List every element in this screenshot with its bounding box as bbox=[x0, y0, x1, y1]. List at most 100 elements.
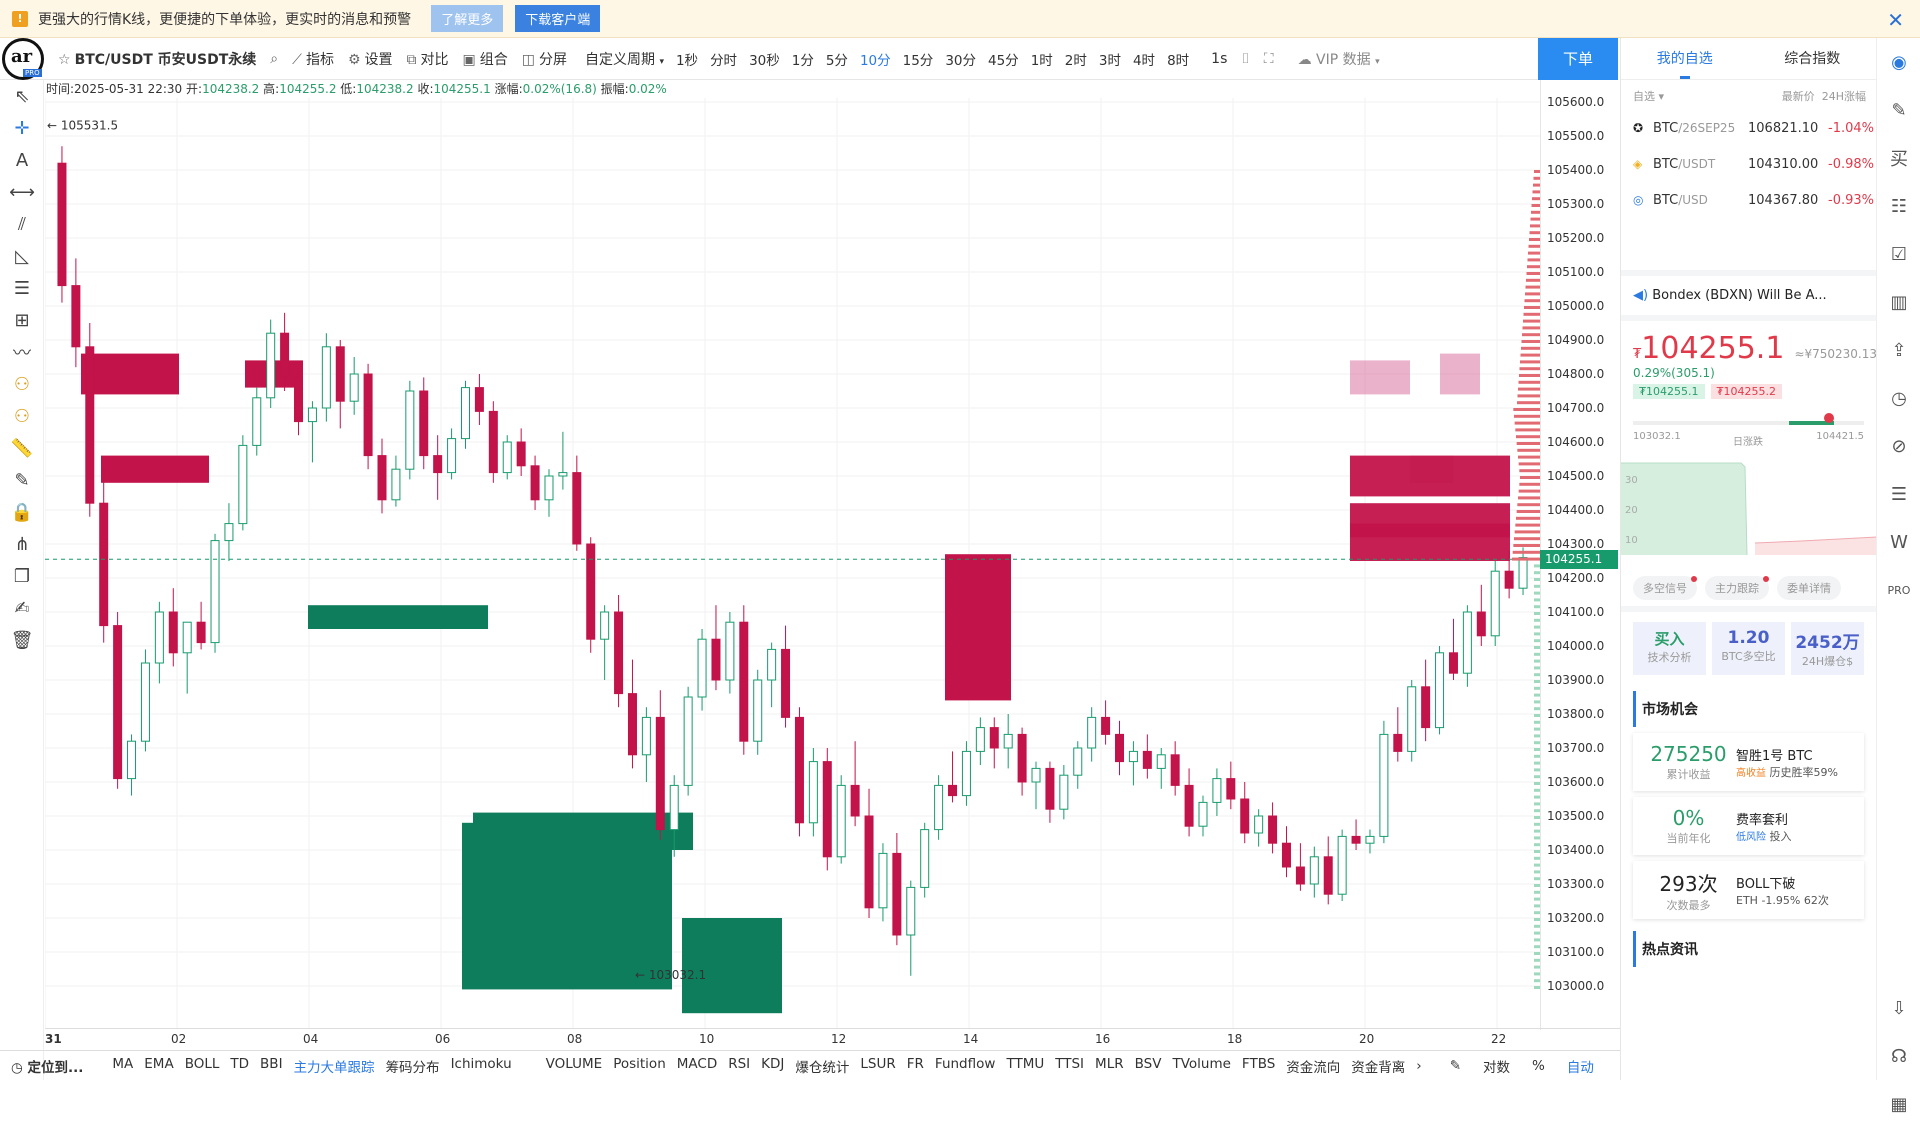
percent-scale-toggle[interactable]: % bbox=[1532, 1057, 1545, 1074]
download-icon[interactable]: ⇩ bbox=[1891, 997, 1907, 1019]
period-4[interactable]: 5分 bbox=[825, 52, 848, 69]
indicator-19[interactable]: MLR bbox=[1095, 1055, 1124, 1072]
indicator-6[interactable]: 筹码分布 bbox=[385, 1059, 440, 1076]
period-13[interactable]: 8时 bbox=[1167, 52, 1190, 69]
lock-icon[interactable]: 🔒 bbox=[10, 501, 34, 523]
split-button[interactable]: ◫ 分屏 bbox=[522, 49, 567, 69]
candlestick-chart[interactable]: ← 105531.5 ← 103032.1 bbox=[45, 98, 1545, 1028]
trash-icon[interactable]: 🗑 bbox=[10, 629, 34, 651]
opportunity-card[interactable]: 0% 当前年化 费率套利 低风险 投入 bbox=[1633, 797, 1864, 855]
opportunity-card[interactable]: 275250 累计收益 智胜1号 BTC 高收益 历史胜率59% bbox=[1633, 733, 1864, 791]
indicator-12[interactable]: KDJ bbox=[761, 1055, 785, 1072]
pattern-tool-icon[interactable]: ⚇ bbox=[13, 373, 31, 395]
tab-composite-index[interactable]: 综合指数 bbox=[1784, 51, 1841, 67]
wallet-icon[interactable]: W bbox=[1890, 531, 1908, 553]
indicator-18[interactable]: TTSI bbox=[1055, 1055, 1085, 1072]
star-icon[interactable]: ☆ bbox=[58, 51, 71, 68]
indicator-23[interactable]: 资金流向 bbox=[1286, 1059, 1341, 1076]
indicator-5[interactable]: 主力大单跟踪 bbox=[293, 1059, 375, 1076]
line-tool-icon[interactable]: ⟷ bbox=[9, 181, 35, 203]
qrcode-icon[interactable]: ▦ bbox=[1890, 1093, 1908, 1115]
angle-tool-icon[interactable]: ◺ bbox=[15, 245, 29, 267]
tech-analysis-stat[interactable]: 买入 技术分析 bbox=[1633, 622, 1706, 675]
text-tool-icon[interactable]: A bbox=[15, 149, 29, 171]
pattern-tool-2-icon[interactable]: ⚇ bbox=[13, 405, 31, 427]
report-icon[interactable]: ☷ bbox=[1890, 195, 1908, 217]
indicator-10[interactable]: MACD bbox=[676, 1055, 718, 1072]
grid-tool-icon[interactable]: ⊞ bbox=[14, 309, 30, 331]
watchlist-row[interactable]: ✪ BTC/26SEP25 106821.10 -1.04% bbox=[1621, 110, 1876, 146]
period-7[interactable]: 30分 bbox=[945, 52, 976, 69]
long-short-signal-pill[interactable]: 多空信号 bbox=[1633, 576, 1697, 600]
magnet-icon[interactable]: ⋔ bbox=[14, 533, 30, 555]
indicator-17[interactable]: TTMU bbox=[1006, 1055, 1045, 1072]
period-11[interactable]: 3时 bbox=[1098, 52, 1121, 69]
period-6[interactable]: 15分 bbox=[902, 52, 934, 69]
indicator-9[interactable]: Position bbox=[613, 1055, 666, 1072]
indicator-11[interactable]: RSI bbox=[728, 1055, 751, 1072]
settings-button[interactable]: ⚙ 设置 bbox=[348, 49, 393, 69]
long-short-ratio-stat[interactable]: 1.20 BTC多空比 bbox=[1712, 622, 1785, 675]
interval-1s-button[interactable]: 1s bbox=[1211, 50, 1228, 67]
parallel-line-icon[interactable]: ⫽ bbox=[17, 213, 27, 235]
indicator-7[interactable]: Ichimoku bbox=[450, 1055, 512, 1072]
fullscreen-icon[interactable]: ⛶ bbox=[1263, 50, 1274, 67]
order-button[interactable]: 下单 bbox=[1538, 38, 1618, 80]
indicator-15[interactable]: FR bbox=[906, 1055, 924, 1072]
indicator-1[interactable]: EMA bbox=[144, 1055, 174, 1072]
indicator-22[interactable]: FTBS bbox=[1241, 1055, 1276, 1072]
indicator-16[interactable]: Fundflow bbox=[934, 1055, 996, 1072]
headset-icon[interactable]: ☊ bbox=[1891, 1045, 1907, 1067]
search-icon[interactable]: ⌕ bbox=[270, 50, 279, 67]
locate-button[interactable]: ◷ 定位到... bbox=[11, 1056, 83, 1076]
period-12[interactable]: 4时 bbox=[1132, 52, 1156, 69]
bar-stats-icon[interactable]: ▥ bbox=[1890, 291, 1908, 313]
period-9[interactable]: 1时 bbox=[1030, 52, 1053, 69]
indicator-3[interactable]: TD bbox=[230, 1055, 250, 1072]
compass-icon[interactable]: ⊘ bbox=[1891, 435, 1907, 457]
close-icon[interactable]: ✕ bbox=[1887, 8, 1904, 32]
news-icon[interactable]: ☰ bbox=[1890, 483, 1908, 505]
brush-icon[interactable]: ✎ bbox=[14, 469, 30, 491]
main-force-pill[interactable]: 主力跟踪 bbox=[1705, 576, 1769, 600]
watchlist-row[interactable]: ◎ BTC/USD 104367.80 -0.93% bbox=[1621, 182, 1876, 218]
ruler-icon[interactable]: 📏 bbox=[10, 437, 34, 459]
indicator-14[interactable]: LSUR bbox=[860, 1055, 896, 1072]
period-3[interactable]: 1分 bbox=[791, 52, 814, 69]
cursor-arrow-icon[interactable]: ⇖ bbox=[14, 85, 30, 107]
vip-data-button[interactable]: ☁ VIP 数据 ▾ bbox=[1298, 49, 1380, 69]
compare-button[interactable]: ⧉ 对比 bbox=[407, 49, 449, 69]
period-2[interactable]: 30秒 bbox=[749, 52, 780, 69]
tab-watchlist[interactable]: 我的自选 bbox=[1621, 38, 1749, 79]
download-client-button[interactable]: 下载客户端 bbox=[515, 5, 601, 32]
order-detail-pill[interactable]: 委单详情 bbox=[1777, 576, 1841, 600]
period-5[interactable]: 10分 bbox=[859, 52, 891, 69]
period-0[interactable]: 1秒 bbox=[675, 52, 699, 69]
crosshair-icon[interactable]: ✛ bbox=[14, 117, 30, 139]
clock-icon[interactable]: ◷ bbox=[1891, 387, 1907, 409]
watchlist-filter[interactable]: 自选 ▾ bbox=[1633, 88, 1664, 104]
opportunity-card[interactable]: 293次 次数最多 BOLL下破 ETH -1.95% 62次 bbox=[1633, 861, 1864, 919]
analysis-icon[interactable]: ✎ bbox=[1891, 99, 1907, 121]
share-icon[interactable]: ⇪ bbox=[1891, 339, 1907, 361]
indicator-8[interactable]: VOLUME bbox=[545, 1055, 603, 1072]
indicators-button[interactable]: ⟋ 指标 bbox=[292, 49, 334, 69]
pro-icon[interactable]: PRO bbox=[1887, 583, 1911, 597]
wave-tool-icon[interactable]: 〰 bbox=[13, 343, 31, 364]
edit-icon[interactable]: ✎ bbox=[1449, 1057, 1462, 1074]
indicator-2[interactable]: BOLL bbox=[184, 1055, 220, 1072]
liquidation-stat[interactable]: 2452万 24H爆仓$ bbox=[1791, 622, 1864, 675]
news-text[interactable]: Bondex (BDXN) Will Be A... bbox=[1652, 288, 1827, 303]
symbol-selector[interactable]: ☆ BTC/USDT 币安USDT永续 bbox=[58, 49, 256, 69]
indicator-24[interactable]: 资金背离 bbox=[1351, 1059, 1406, 1076]
edit-list-icon[interactable]: ✍ bbox=[14, 597, 30, 619]
indicator-21[interactable]: TVolume bbox=[1172, 1055, 1231, 1072]
chart-canvas[interactable]: ← 105531.5 ← 103032.1 bbox=[45, 98, 1540, 1028]
fib-lines-icon[interactable]: ☰ bbox=[13, 277, 31, 299]
buy-icon[interactable]: 买 bbox=[1890, 149, 1908, 170]
indicator-0[interactable]: MA bbox=[112, 1055, 134, 1072]
scroll-right-icon[interactable]: › bbox=[1416, 1057, 1422, 1074]
globe-icon[interactable]: ◉ bbox=[1891, 51, 1907, 73]
date-axis[interactable]: 31 02 04 06 08 10 12 14 16 18 20 22 bbox=[45, 1028, 1620, 1050]
news-ticker[interactable]: ◀) Bondex (BDXN) Will Be A... bbox=[1621, 270, 1876, 315]
